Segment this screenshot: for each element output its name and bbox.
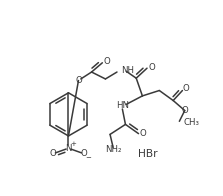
- Text: O: O: [140, 129, 147, 138]
- Text: NH: NH: [121, 66, 134, 75]
- Text: O: O: [104, 57, 110, 66]
- Text: O: O: [81, 149, 87, 158]
- Text: O: O: [50, 149, 56, 158]
- Text: N: N: [65, 144, 72, 153]
- Text: −: −: [86, 154, 91, 161]
- Text: O: O: [148, 63, 155, 72]
- Text: +: +: [70, 141, 76, 147]
- Text: CH₃: CH₃: [183, 118, 199, 127]
- Text: O: O: [181, 106, 188, 115]
- Text: O: O: [183, 84, 190, 93]
- Text: O: O: [75, 76, 82, 85]
- Text: HN: HN: [116, 101, 129, 110]
- Text: NH₂: NH₂: [105, 145, 121, 154]
- Text: HBr: HBr: [138, 149, 158, 159]
